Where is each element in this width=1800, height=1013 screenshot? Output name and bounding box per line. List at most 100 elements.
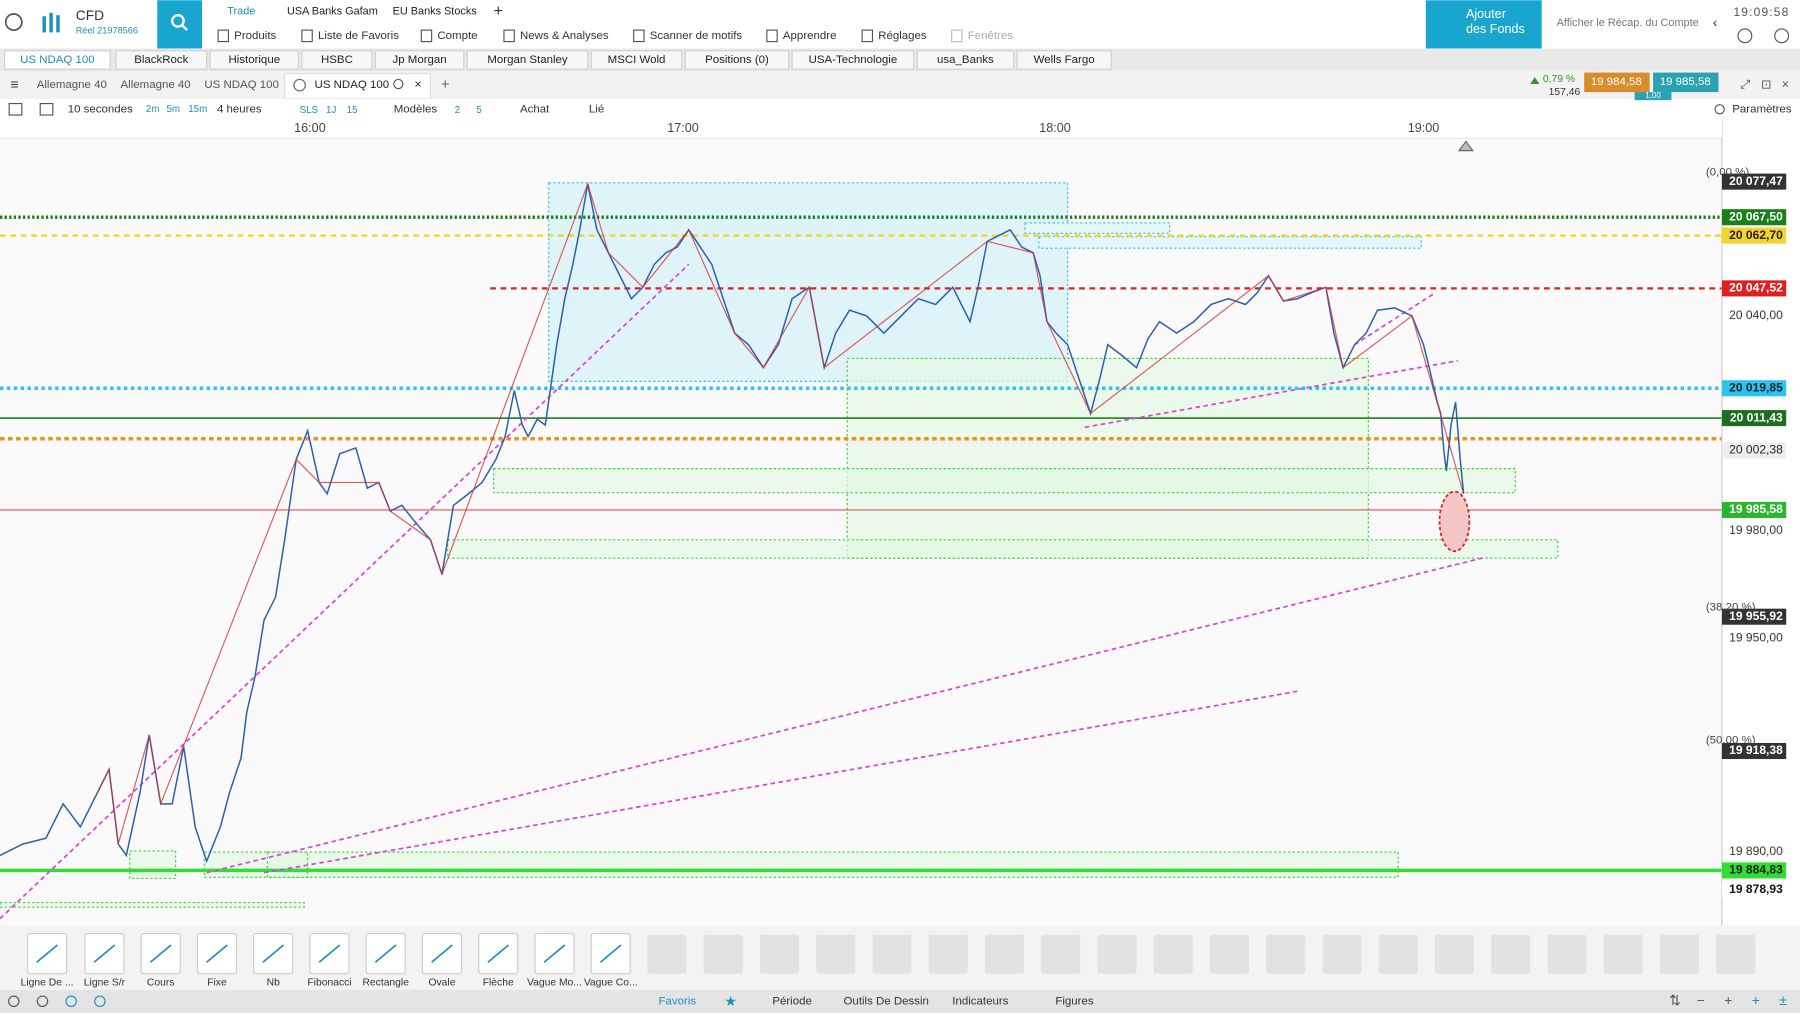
watchlist-tab[interactable]: [916, 50, 1015, 70]
watchlist-tab-label[interactable]: Morgan Stanley: [487, 54, 568, 66]
tool-label[interactable]: Ligne De ...: [21, 978, 74, 989]
period[interactable]: 15: [347, 105, 358, 116]
tool-label[interactable]: Fixe: [207, 978, 227, 989]
range[interactable]: 4 heures: [217, 103, 262, 115]
tool-label[interactable]: Rectangle: [362, 978, 409, 989]
summary-link[interactable]: Afficher le Récap. du Compte: [1557, 17, 1699, 29]
zoom-icon[interactable]: ±: [1779, 993, 1787, 1008]
watchlist-tab[interactable]: [590, 50, 683, 70]
buy-box[interactable]: [1653, 72, 1719, 93]
gear-icon[interactable]: [1714, 104, 1725, 115]
tool-label[interactable]: Flèche: [483, 978, 514, 989]
count[interactable]: 2: [455, 105, 460, 116]
window-icon[interactable]: ⊡: [1761, 78, 1772, 92]
chart-tab[interactable]: Allemagne 40: [37, 79, 107, 91]
bottom-tab[interactable]: Favoris: [658, 995, 696, 1007]
linked[interactable]: Lié: [589, 103, 604, 115]
bottom-icon[interactable]: [36, 995, 49, 1008]
menu-item[interactable]: Compte: [437, 30, 477, 42]
buy-price[interactable]: 19 985,58: [1660, 76, 1711, 88]
zoom-icon[interactable]: +: [1724, 993, 1732, 1008]
bottom-icon[interactable]: [94, 995, 106, 1008]
bottom-tab[interactable]: Période: [772, 995, 812, 1007]
zoom-icon[interactable]: −: [1697, 993, 1705, 1008]
tab-close[interactable]: ×: [414, 78, 421, 92]
window-icon[interactable]: ×: [1782, 78, 1789, 92]
tool-label[interactable]: Vague Mo...: [527, 978, 582, 989]
list-icon[interactable]: [8, 102, 23, 116]
watchlist-tab-label[interactable]: BlackRock: [134, 54, 188, 66]
layout-icon[interactable]: [39, 102, 54, 116]
tab-add[interactable]: +: [441, 76, 450, 93]
menu-top[interactable]: Trade: [227, 6, 255, 18]
menu-top[interactable]: EU Banks Stocks: [393, 6, 478, 18]
bottom-tab[interactable]: Indicateurs: [952, 995, 1008, 1007]
watchlist-tab-label[interactable]: USA-Technologie: [809, 54, 898, 66]
menu-item[interactable]: Fenêtres: [968, 30, 1014, 42]
watchlist-tab-label[interactable]: Wells Fargo: [1034, 54, 1095, 66]
watchlist-tab[interactable]: [1016, 50, 1112, 70]
tab-search[interactable]: [393, 78, 404, 90]
chart-tab[interactable]: US NDAQ 100: [204, 79, 279, 91]
search-button[interactable]: [157, 0, 203, 49]
period[interactable]: 5m: [166, 104, 180, 115]
menu-item[interactable]: Scanner de motifs: [650, 30, 743, 42]
period[interactable]: 2m: [146, 104, 160, 115]
watchlist-tab[interactable]: [209, 50, 300, 70]
watchlist-tab-label[interactable]: US NDAQ 100: [20, 54, 95, 66]
user-icon[interactable]: [4, 13, 23, 31]
watchlist-tab-label[interactable]: Historique: [228, 54, 280, 66]
watchlist-tab[interactable]: [466, 50, 589, 70]
period[interactable]: SLS: [300, 105, 319, 116]
watchlist-tab[interactable]: [115, 50, 208, 70]
zoom-icon[interactable]: ⇅: [1669, 993, 1681, 1008]
chart-tab[interactable]: US NDAQ 100: [315, 79, 390, 91]
watchlist-tab[interactable]: [4, 50, 111, 70]
buy-mode[interactable]: Achat: [520, 103, 550, 115]
tool-label[interactable]: Fibonacci: [307, 978, 351, 989]
watchlist-tab[interactable]: [374, 50, 465, 70]
menu-top[interactable]: USA Banks Gafam: [287, 6, 378, 18]
watchlist-tab-label[interactable]: Jp Morgan: [392, 54, 446, 66]
collapse[interactable]: ‹: [1713, 15, 1718, 30]
chart-tab[interactable]: Allemagne 40: [121, 79, 191, 91]
count[interactable]: 5: [476, 105, 482, 116]
settings[interactable]: Paramètres: [1732, 103, 1792, 115]
bottom-tab[interactable]: Figures: [1055, 995, 1094, 1007]
zoom-icon[interactable]: +: [1752, 993, 1760, 1008]
menu-item[interactable]: News & Analyses: [520, 30, 609, 42]
info-icon[interactable]: [1737, 28, 1753, 44]
period[interactable]: 1J: [326, 105, 336, 116]
tool-label[interactable]: Ligne S/r: [84, 978, 126, 989]
menu-item[interactable]: Apprendre: [783, 30, 837, 42]
watchlist-tab[interactable]: [301, 50, 373, 70]
sell-box[interactable]: [1584, 72, 1650, 93]
bottom-tab[interactable]: Outils De Dessin: [844, 995, 929, 1007]
bottom-icon[interactable]: [8, 995, 20, 1008]
period[interactable]: 15m: [188, 104, 207, 115]
tool-label[interactable]: Cours: [147, 978, 175, 989]
tool-label[interactable]: Vague Co...: [584, 978, 638, 989]
tool-label[interactable]: Nb: [267, 978, 280, 989]
watchlist-tab[interactable]: [791, 50, 915, 70]
fund-button[interactable]: [1425, 0, 1542, 49]
active-chart-tab[interactable]: [284, 73, 432, 100]
menu-item[interactable]: Liste de Favoris: [318, 30, 399, 42]
bottom-icon[interactable]: [65, 995, 77, 1008]
templates[interactable]: Modèles: [394, 103, 438, 115]
fund-label[interactable]: Ajouter des Fonds: [1466, 8, 1525, 37]
watchlist-tab-label[interactable]: Positions (0): [705, 54, 769, 66]
menu-icon[interactable]: ≡: [10, 77, 18, 92]
watchlist-tab-label[interactable]: HSBC: [321, 54, 353, 66]
add-tab[interactable]: +: [494, 2, 503, 20]
watchlist-tab-label[interactable]: MSCI Wold: [608, 54, 666, 66]
watchlist-tab-label[interactable]: usa_Banks: [937, 54, 994, 66]
watchlist-tab[interactable]: [684, 50, 790, 70]
menu-item[interactable]: Réglages: [878, 30, 927, 42]
power-icon[interactable]: [1774, 28, 1790, 44]
menu-item[interactable]: Produits: [234, 30, 276, 42]
window-icon[interactable]: ⤢: [1740, 78, 1750, 92]
tool-label[interactable]: Ovale: [428, 978, 455, 989]
star-icon[interactable]: ★: [724, 994, 736, 1009]
interval[interactable]: 10 secondes: [68, 103, 133, 115]
